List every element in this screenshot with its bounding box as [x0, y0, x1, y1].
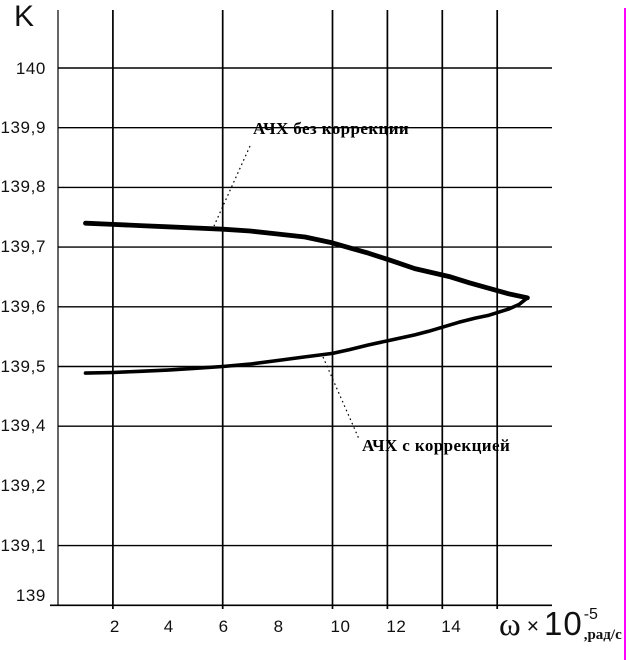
- x-tick-label: 8: [273, 617, 284, 636]
- y-tick-label: 139,1: [0, 535, 46, 555]
- power-base: 10: [544, 605, 583, 642]
- y-tick-label: 140: [15, 59, 46, 78]
- x-tick-label: 12: [386, 617, 407, 636]
- y-tick-label: 139,7: [0, 237, 46, 257]
- y-tick-label: 139,6: [0, 296, 46, 316]
- curve-uncorrected: [83, 220, 530, 301]
- y-tick-label: 139,8: [0, 177, 46, 197]
- x-tick-label: 6: [218, 617, 229, 636]
- x-tick-label: 10: [330, 617, 351, 636]
- y-tick-label: 139,4: [0, 416, 46, 436]
- x-axis-unit-label: ω × 10 -5 ,рад/с: [499, 607, 622, 643]
- multiply-symbol: ×: [526, 615, 539, 638]
- annotation-uncorrected: АЧХ без коррекции: [253, 119, 410, 138]
- x-tick-label: 4: [163, 617, 174, 636]
- x-tick-label: 14: [441, 617, 462, 636]
- x-tick-label: 2: [109, 617, 120, 636]
- power-exponent: -5: [583, 606, 598, 623]
- annotation-leader-line: [213, 145, 251, 227]
- annotation-leader-line: [322, 356, 360, 440]
- y-tick-label: 139,2: [0, 475, 46, 495]
- annotation-corrected: АЧХ с коррекцией: [362, 436, 511, 455]
- y-tick-label: 139,5: [0, 356, 46, 376]
- right-border-line: [624, 8, 626, 660]
- unit-text: ,рад/с: [583, 627, 622, 643]
- curve-corrected: [83, 296, 530, 375]
- y-tick-label: 139,9: [0, 117, 46, 137]
- y-axis-title: K: [14, 0, 36, 33]
- omega-symbol: ω: [499, 607, 521, 643]
- y-tick-label: 139: [15, 586, 46, 606]
